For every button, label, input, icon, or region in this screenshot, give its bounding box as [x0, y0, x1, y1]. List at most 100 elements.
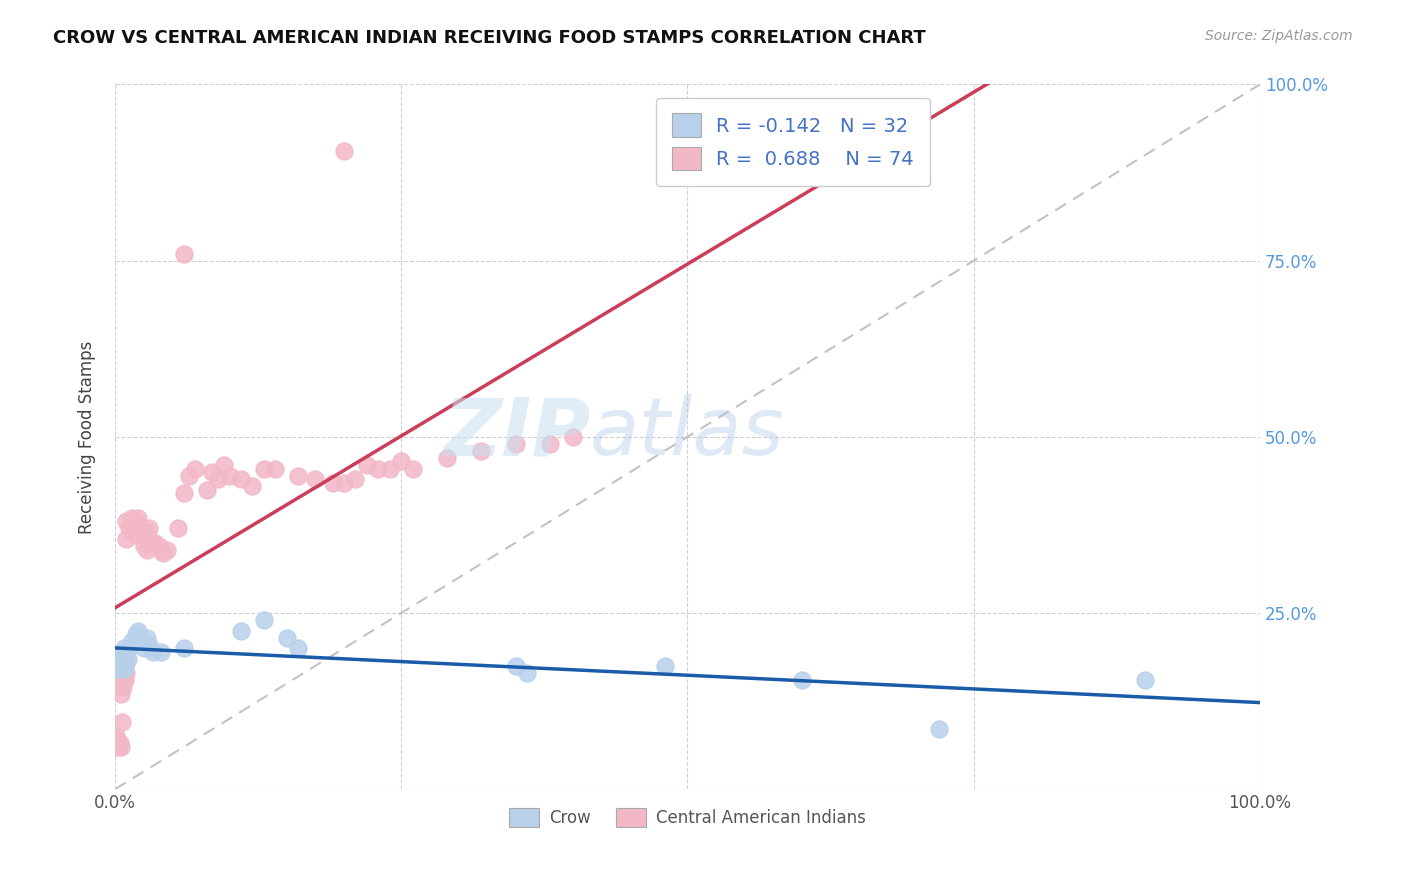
Y-axis label: Receiving Food Stamps: Receiving Food Stamps: [79, 340, 96, 533]
Point: [118, 641, 141, 656]
Point: [333, 475, 356, 490]
Point: [112, 641, 135, 656]
Point: [115, 648, 138, 663]
Point: [105, 680, 128, 694]
Point: [114, 662, 136, 676]
Point: [505, 437, 527, 451]
Point: [127, 624, 149, 638]
Point: [173, 486, 195, 500]
Point: [173, 246, 195, 260]
Point: [389, 454, 412, 468]
Point: [276, 631, 298, 645]
Point: [142, 645, 165, 659]
Point: [111, 662, 134, 676]
Point: [121, 524, 143, 539]
Point: [207, 472, 229, 486]
Point: [105, 665, 128, 680]
Point: [105, 665, 128, 680]
Point: [121, 634, 143, 648]
Point: [304, 472, 326, 486]
Point: [143, 535, 166, 549]
Point: [344, 472, 367, 486]
Point: [132, 539, 155, 553]
Point: [105, 732, 128, 747]
Point: [167, 521, 190, 535]
Text: atlas: atlas: [591, 394, 785, 472]
Point: [118, 521, 141, 535]
Text: Source: ZipAtlas.com: Source: ZipAtlas.com: [1205, 29, 1353, 43]
Point: [112, 659, 135, 673]
Point: [253, 461, 276, 475]
Point: [322, 475, 344, 490]
Point: [155, 542, 177, 557]
Point: [121, 511, 143, 525]
Point: [367, 461, 389, 475]
Point: [115, 515, 138, 529]
Point: [112, 652, 135, 666]
Point: [562, 430, 585, 444]
Point: [287, 641, 309, 656]
Point: [148, 539, 170, 553]
Point: [129, 634, 152, 648]
Point: [402, 461, 425, 475]
Point: [138, 532, 160, 546]
Point: [436, 450, 458, 465]
Point: [184, 461, 207, 475]
Point: [333, 145, 356, 159]
Point: [107, 662, 129, 676]
Point: [107, 662, 129, 676]
Point: [114, 659, 136, 673]
Point: [136, 542, 159, 557]
Text: ZIP: ZIP: [443, 394, 591, 472]
Point: [124, 528, 146, 542]
Point: [112, 673, 135, 687]
Point: [112, 659, 135, 673]
Point: [114, 673, 136, 687]
Point: [242, 479, 264, 493]
Point: [538, 437, 561, 451]
Point: [287, 468, 309, 483]
Point: [127, 521, 149, 535]
Point: [107, 739, 129, 754]
Point: [136, 524, 159, 539]
Point: [138, 638, 160, 652]
Point: [179, 468, 201, 483]
Point: [378, 461, 401, 475]
Point: [149, 542, 172, 557]
Point: [132, 641, 155, 656]
Point: [108, 659, 131, 673]
Point: [111, 645, 134, 659]
Point: [105, 652, 128, 666]
Point: [105, 652, 128, 666]
Text: CROW VS CENTRAL AMERICAN INDIAN RECEIVING FOOD STAMPS CORRELATION CHART: CROW VS CENTRAL AMERICAN INDIAN RECEIVIN…: [53, 29, 927, 46]
Point: [790, 673, 813, 687]
Point: [470, 444, 492, 458]
Point: [110, 687, 132, 701]
Point: [107, 673, 129, 687]
Point: [149, 645, 172, 659]
Point: [212, 458, 235, 472]
Point: [173, 641, 195, 656]
Point: [110, 656, 132, 670]
Point: [117, 652, 139, 666]
Point: [111, 673, 134, 687]
Legend: Crow, Central American Indians: Crow, Central American Indians: [502, 802, 873, 834]
Point: [356, 458, 378, 472]
Point: [1135, 673, 1157, 687]
Point: [253, 613, 276, 627]
Point: [132, 524, 155, 539]
Point: [136, 631, 159, 645]
Point: [111, 715, 134, 730]
Point: [264, 461, 287, 475]
Point: [201, 465, 224, 479]
Point: [127, 511, 149, 525]
Point: [505, 659, 527, 673]
Point: [928, 723, 950, 737]
Point: [138, 521, 160, 535]
Point: [105, 730, 128, 744]
Point: [218, 468, 240, 483]
Point: [152, 546, 174, 560]
Point: [108, 648, 131, 663]
Point: [115, 532, 138, 546]
Point: [115, 665, 138, 680]
